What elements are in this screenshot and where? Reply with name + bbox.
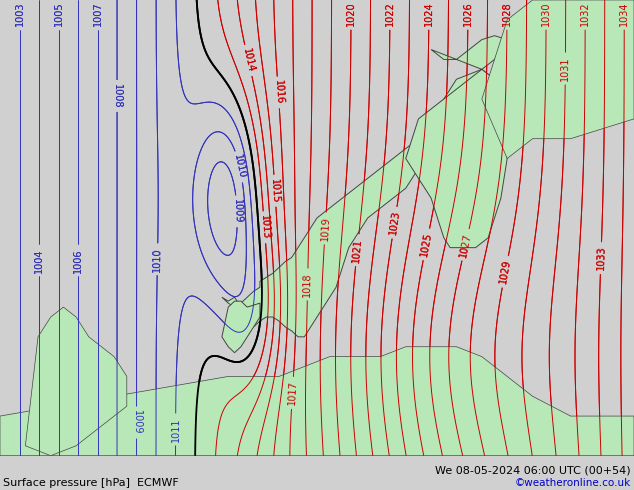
Text: 1014: 1014 — [241, 48, 256, 74]
Text: 1013: 1013 — [259, 215, 270, 240]
Text: 1028: 1028 — [502, 1, 512, 26]
Text: 1021: 1021 — [351, 237, 363, 263]
Text: 1010: 1010 — [152, 247, 163, 271]
Text: 1030: 1030 — [541, 1, 551, 26]
Text: 1030: 1030 — [541, 1, 551, 26]
Polygon shape — [406, 70, 507, 247]
Text: 1009: 1009 — [231, 199, 243, 224]
Text: 1023: 1023 — [388, 210, 401, 236]
Text: 1034: 1034 — [619, 1, 629, 26]
Text: 1007: 1007 — [93, 1, 103, 26]
Text: 1019: 1019 — [320, 216, 331, 241]
Text: 1031: 1031 — [560, 56, 571, 81]
Text: 1011: 1011 — [171, 417, 181, 441]
Text: 1016: 1016 — [273, 80, 284, 105]
Text: 1029: 1029 — [498, 259, 512, 285]
Text: 1020: 1020 — [346, 1, 356, 26]
Text: 1018: 1018 — [302, 272, 313, 297]
Text: 1004: 1004 — [34, 248, 44, 272]
Text: 1018: 1018 — [302, 272, 313, 297]
Text: 1025: 1025 — [419, 231, 434, 257]
Text: 1005: 1005 — [53, 1, 63, 26]
Text: ©weatheronline.co.uk: ©weatheronline.co.uk — [515, 478, 631, 488]
Text: 1021: 1021 — [351, 237, 363, 263]
Text: 1022: 1022 — [385, 1, 395, 26]
Text: 1027: 1027 — [458, 232, 473, 258]
Polygon shape — [222, 36, 507, 337]
Text: 1003: 1003 — [15, 1, 25, 26]
Text: 1027: 1027 — [458, 232, 473, 258]
Text: 1003: 1003 — [15, 1, 25, 26]
Text: 1006: 1006 — [73, 248, 83, 272]
Text: 1017: 1017 — [287, 380, 298, 405]
Text: 1024: 1024 — [424, 1, 434, 26]
Text: 1022: 1022 — [385, 1, 395, 26]
Text: 1013: 1013 — [259, 215, 270, 240]
Text: 1031: 1031 — [560, 56, 571, 81]
Text: 1009: 1009 — [131, 410, 141, 435]
Text: We 08-05-2024 06:00 UTC (00+54): We 08-05-2024 06:00 UTC (00+54) — [435, 466, 631, 475]
Polygon shape — [25, 307, 127, 456]
Text: 1004: 1004 — [34, 248, 44, 272]
Text: 1007: 1007 — [93, 1, 103, 26]
Text: 1017: 1017 — [287, 380, 298, 405]
Text: 1026: 1026 — [463, 1, 473, 26]
Text: 1019: 1019 — [320, 216, 331, 241]
Text: 1026: 1026 — [463, 1, 473, 26]
Text: 1020: 1020 — [346, 1, 356, 26]
Text: 1016: 1016 — [273, 80, 284, 105]
Polygon shape — [222, 301, 260, 353]
Text: Surface pressure [hPa]  ECMWF: Surface pressure [hPa] ECMWF — [3, 478, 179, 488]
Text: 1023: 1023 — [388, 210, 401, 236]
Text: 1032: 1032 — [580, 1, 590, 26]
Text: 1011: 1011 — [171, 417, 181, 441]
Text: 1009: 1009 — [231, 199, 243, 224]
Text: 1015: 1015 — [269, 178, 281, 203]
Text: 1028: 1028 — [502, 1, 512, 26]
Text: 1009: 1009 — [131, 410, 141, 435]
Text: 1033: 1033 — [595, 245, 606, 270]
Text: 1014: 1014 — [241, 48, 256, 74]
Text: 1025: 1025 — [419, 231, 434, 257]
Polygon shape — [482, 0, 634, 158]
Text: 1006: 1006 — [73, 248, 83, 272]
Polygon shape — [0, 347, 634, 456]
Text: 1024: 1024 — [424, 1, 434, 26]
Text: 1005: 1005 — [53, 1, 63, 26]
Text: 1008: 1008 — [112, 84, 122, 108]
Text: 1010: 1010 — [232, 154, 247, 180]
Text: 1029: 1029 — [498, 259, 512, 285]
Text: 1034: 1034 — [619, 1, 629, 26]
Text: 1015: 1015 — [269, 178, 281, 203]
Text: 1010: 1010 — [232, 154, 247, 180]
Text: 1008: 1008 — [112, 84, 122, 108]
Text: 1010: 1010 — [152, 247, 163, 271]
Text: 1032: 1032 — [580, 1, 590, 26]
Text: 1033: 1033 — [595, 245, 606, 270]
